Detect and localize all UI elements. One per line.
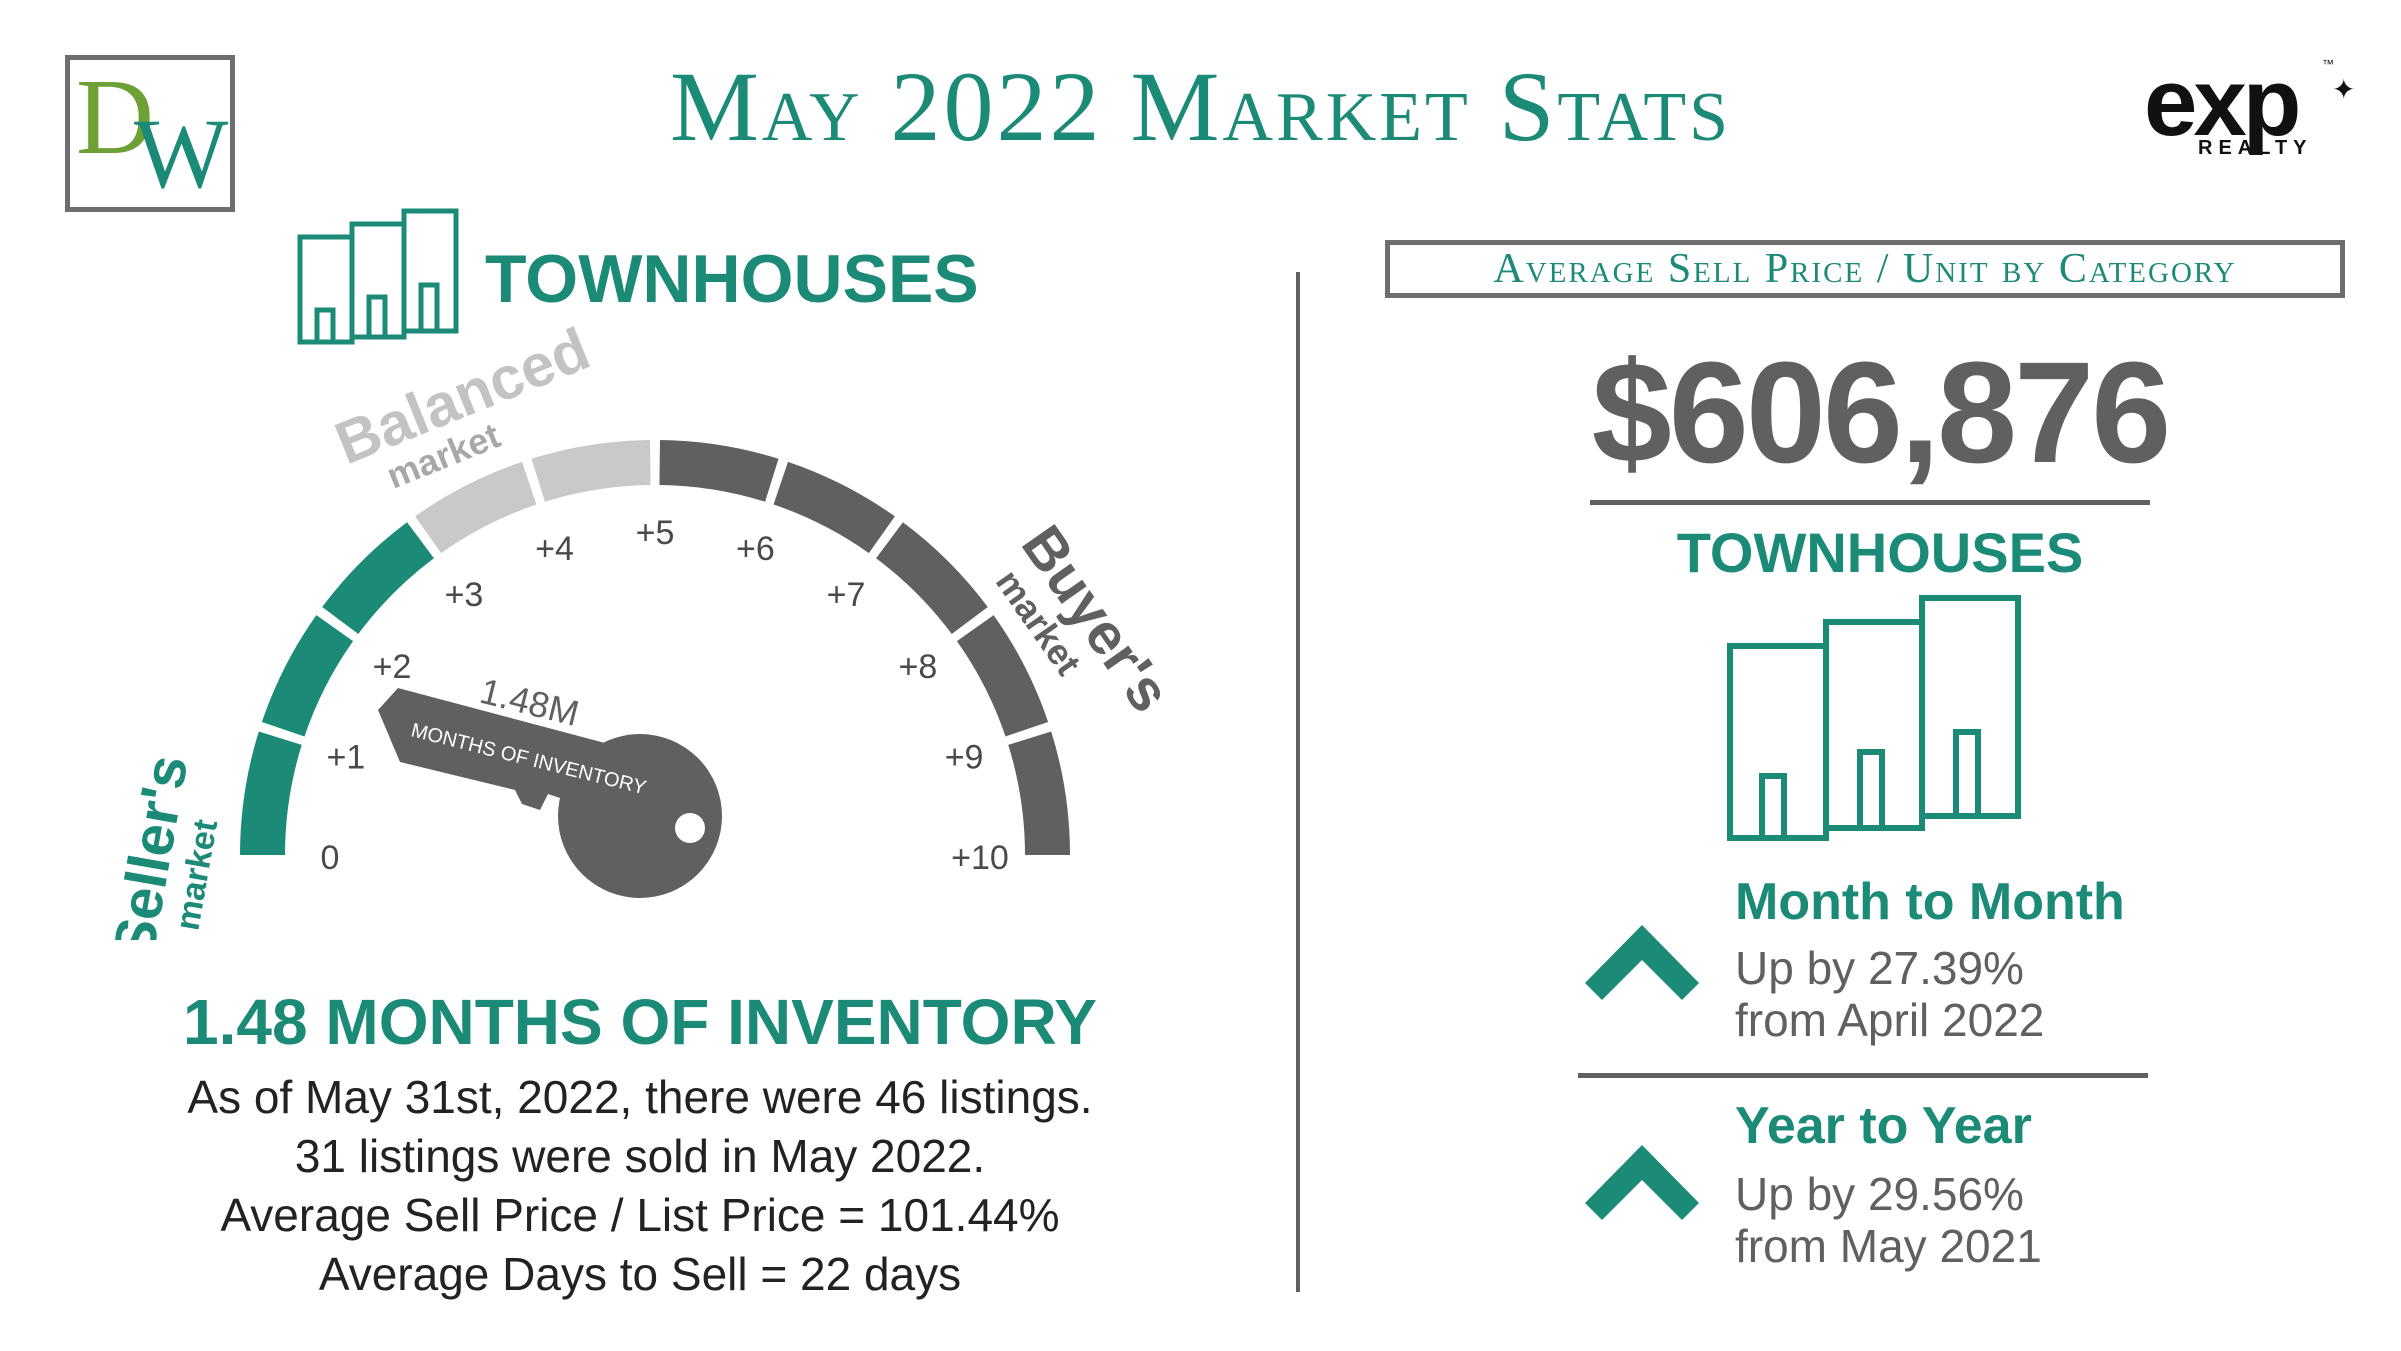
gauge-tick-label: +4 (535, 530, 574, 568)
detail-line: Average Days to Sell = 22 days (318, 1248, 962, 1300)
townhouse-buildings-icon-large (1727, 595, 2021, 841)
dw-logo: D W (65, 55, 235, 212)
average-price: $606,876 (1591, 332, 2172, 493)
gauge-segment (322, 522, 434, 634)
market-gauge: 0+1+2+3+4 +5 +6+7+8+9+10 Seller's market B… (101, 315, 1183, 940)
vertical-divider (1296, 272, 1300, 1292)
month-to-month-title: Month to Month (1735, 873, 2125, 931)
category-title-right: TOWNHOUSES (1676, 521, 2084, 584)
gauge-segment (240, 731, 302, 855)
gauge-segment (261, 615, 354, 737)
gauge-segment (1008, 731, 1070, 855)
category-title-left: TOWNHOUSES (485, 241, 979, 317)
price-divider (1590, 500, 2150, 505)
change-divider (1578, 1073, 2148, 1078)
category-box-title: Average Sell Price / Unit by Category (1385, 240, 2345, 298)
page-title: May 2022 Market Stats (669, 51, 1732, 162)
gauge-tick-label: +5 (636, 514, 675, 552)
inventory-heading: 1.48 MONTHS OF INVENTORY (183, 986, 1097, 1058)
gauge-segment (876, 522, 988, 634)
dw-logo-d: D (76, 58, 154, 177)
gauge-segment (956, 615, 1049, 737)
gauge-tick-label: +8 (899, 648, 938, 686)
inventory-details: As of May 31st, 2022, there were 46 list… (60, 1068, 1220, 1304)
dw-logo-w: W (134, 98, 229, 209)
month-to-month-line1: Up by 27.39% (1735, 942, 2024, 994)
month-to-month-line2: from April 2022 (1735, 994, 2045, 1046)
chevron-up-icon (1585, 1145, 1699, 1220)
exp-logo-realty: REALTY (2198, 137, 2313, 159)
gauge-tick-label: +7 (827, 576, 866, 614)
gauge-tick-label: +10 (951, 839, 1009, 877)
gauge-tick-label: +2 (373, 648, 412, 686)
year-to-year-line2: from May 2021 (1735, 1220, 2042, 1272)
gauge-segment (773, 461, 895, 554)
exp-logo-tm: ™ (2322, 57, 2334, 71)
detail-line: Average Sell Price / List Price = 101.44… (220, 1189, 1060, 1241)
gauge-segment (531, 440, 651, 502)
gauge-tick-label: +9 (945, 739, 984, 777)
gauge-tick-label: +6 (736, 530, 775, 568)
gauge-segment (415, 461, 537, 554)
year-to-year-title: Year to Year (1735, 1097, 2032, 1155)
chevron-up-icon (1585, 925, 1699, 1000)
month-to-month-change: Up by 27.39% from April 2022 (1735, 942, 2044, 1046)
gauge-tick-label: +3 (445, 576, 484, 614)
gauge-ticks: 0 +1 +2 +3 +4 +5 +6 +7 +8 +9 +10 (321, 514, 1009, 877)
gauge-tick-label: +1 (327, 739, 366, 777)
year-to-year-change: Up by 29.56% from May 2021 (1735, 1168, 2042, 1272)
key-icon: 1.48M MONTHS OF INVENTORY (378, 670, 722, 898)
detail-line: As of May 31st, 2022, there were 46 list… (187, 1071, 1093, 1123)
townhouse-buildings-icon (297, 208, 459, 345)
gauge-tick-label: 0 (321, 839, 340, 877)
year-to-year-line1: Up by 29.56% (1735, 1168, 2024, 1220)
exp-logo-text: exp (2144, 49, 2301, 156)
maple-leaf-icon: ✦ (2332, 74, 2356, 105)
gauge-segment (659, 440, 779, 502)
gauge-segments (240, 440, 1070, 855)
detail-line: 31 listings were sold in May 2022. (294, 1130, 986, 1182)
exp-realty-logo: exp ™ ✦ REALTY (2140, 55, 2370, 165)
